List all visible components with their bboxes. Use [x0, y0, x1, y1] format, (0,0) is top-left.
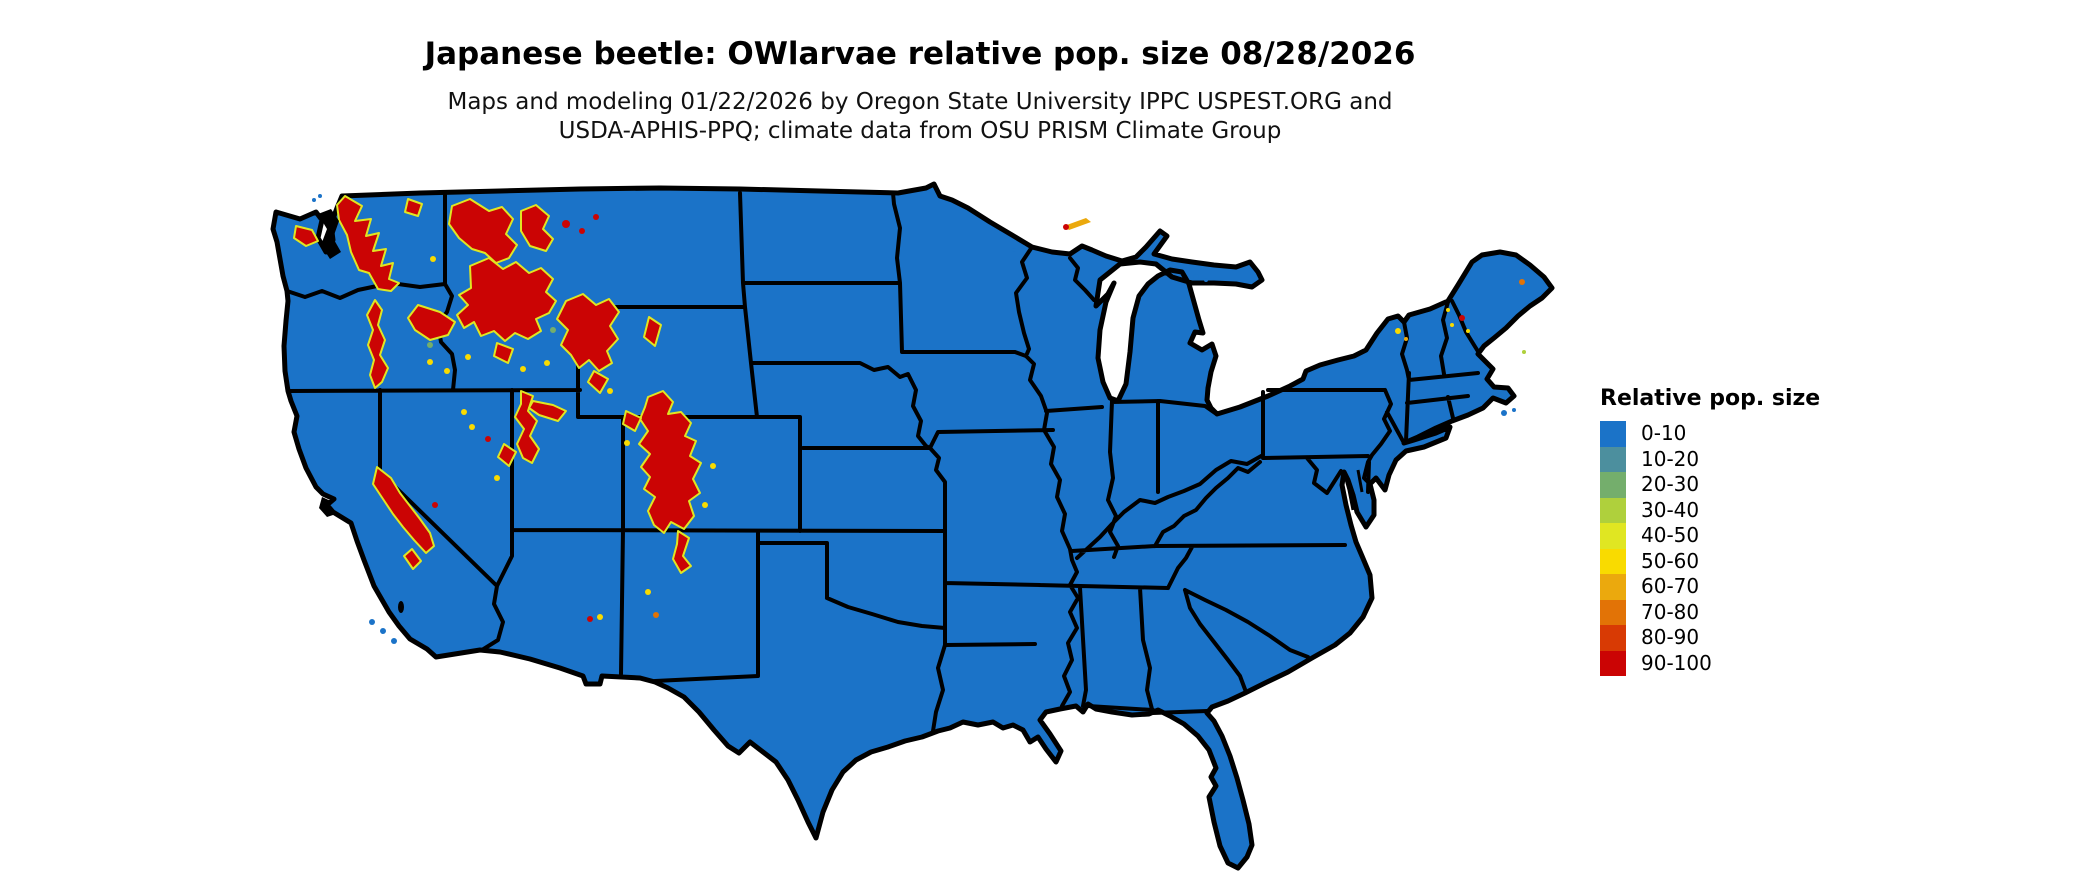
- legend-swatch-0-10: [1600, 421, 1626, 447]
- hotspot-colorado-west-lobe: [622, 410, 642, 432]
- hotspot-colorado-rockies: [638, 390, 702, 534]
- legend-swatch-20-30: [1600, 472, 1626, 498]
- legend-label: 40-50: [1641, 523, 1700, 547]
- hotspot-regions: [293, 195, 702, 574]
- legend-swatch-60-70: [1600, 574, 1626, 600]
- legend-item: 70-80: [1600, 599, 1900, 625]
- legend-label: 30-40: [1641, 497, 1700, 522]
- chesapeake-bay-detail: [1342, 469, 1364, 511]
- hotspot-northern-idaho-montana: [448, 198, 518, 264]
- legend-item: 20-30: [1600, 472, 1900, 498]
- hotspot-bighorn: [643, 316, 662, 347]
- legend-label: 80-90: [1641, 625, 1700, 649]
- state-borders: [285, 191, 1481, 733]
- legend-label: 50-60: [1641, 548, 1700, 573]
- legend-label: 70-80: [1641, 599, 1700, 624]
- salton-sea: [398, 601, 404, 613]
- hotspot-sangre-de-cristo: [672, 530, 692, 574]
- title-block: Japanese beetle: OWlarvae relative pop. …: [240, 36, 1600, 72]
- us-outline: [270, 181, 1555, 871]
- hotspot-north-cascades-east: [404, 198, 423, 217]
- legend-swatch-10-20: [1600, 446, 1626, 472]
- hotspot-washington-cascades: [336, 195, 400, 292]
- hotspot-sawtooth: [493, 342, 514, 364]
- legend-item: 80-90: [1600, 625, 1900, 651]
- legend-label: 10-20: [1641, 446, 1700, 471]
- legend-title: Relative pop. size: [1600, 386, 1821, 411]
- hotspot-southwest-utah: [497, 443, 517, 467]
- hotspot-yellowstone: [556, 293, 620, 372]
- hotspot-olympics: [293, 225, 319, 247]
- legend-label: 0-10: [1641, 421, 1687, 445]
- legend-swatch-70-80: [1600, 599, 1626, 625]
- legend: Relative pop. size 0-10 10-20 20-30 30-4…: [1600, 386, 1900, 676]
- hotspot-blue-mountains: [407, 304, 456, 341]
- legend-swatch-50-60: [1600, 548, 1626, 574]
- legend-swatch-90-100: [1600, 650, 1626, 676]
- hotspot-sierra-nevada: [372, 466, 435, 554]
- hotspot-specks: [427, 214, 1526, 622]
- hotspot-wasatch: [514, 390, 540, 464]
- legend-swatch-30-40: [1600, 497, 1626, 523]
- subtitle-line-2: USDA-APHIS-PPQ; climate data from OSU PR…: [558, 118, 1282, 144]
- legend-item: 30-40: [1600, 497, 1900, 523]
- hotspot-wind-river: [587, 370, 609, 394]
- legend-item: 60-70: [1600, 574, 1900, 600]
- legend-swatch-80-90: [1600, 625, 1626, 651]
- hotspot-uinta: [528, 400, 567, 422]
- water-details: [318, 209, 1364, 613]
- subtitle-line-1: Maps and modeling 01/22/2026 by Oregon S…: [447, 89, 1393, 115]
- hotspot-isle-royale: [1064, 218, 1091, 230]
- islands: [312, 194, 1516, 644]
- legend-label: 90-100: [1641, 650, 1712, 675]
- hotspot-southern-sierra: [403, 548, 422, 570]
- legend-item: 40-50: [1600, 523, 1900, 549]
- page-title: Japanese beetle: OWlarvae relative pop. …: [424, 36, 1416, 72]
- legend-label: 20-30: [1641, 472, 1700, 496]
- san-francisco-bay: [319, 497, 336, 517]
- legend-item: 50-60: [1600, 548, 1900, 574]
- hotspot-montana-front: [520, 204, 554, 252]
- map-subtitle: Maps and modeling 01/22/2026 by Oregon S…: [240, 88, 1600, 146]
- legend-item: 10-20: [1600, 446, 1900, 472]
- legend-item: 0-10: [1600, 421, 1900, 447]
- hotspot-central-idaho: [456, 257, 557, 342]
- legend-label: 60-70: [1641, 574, 1700, 598]
- puget-sound: [318, 209, 341, 259]
- legend-swatch-40-50: [1600, 523, 1626, 549]
- hotspot-oregon-cascades: [366, 299, 389, 389]
- legend-item: 90-100: [1600, 650, 1900, 676]
